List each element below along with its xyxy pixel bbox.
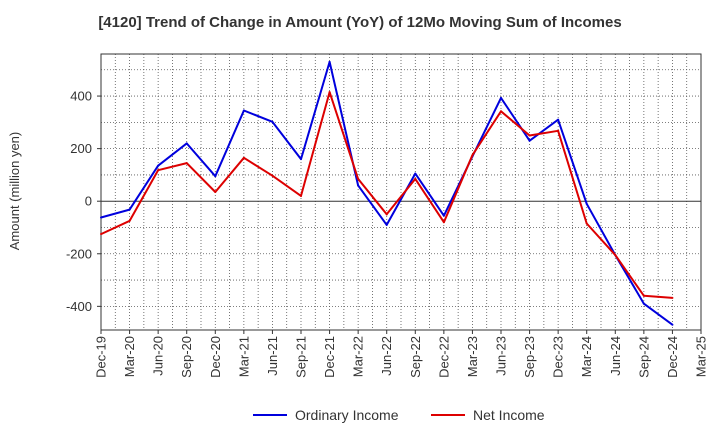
data-point bbox=[128, 208, 131, 211]
data-point bbox=[214, 191, 217, 193]
x-tick-label: Sep-22 bbox=[408, 336, 423, 378]
x-tick-label: Dec-23 bbox=[551, 336, 566, 378]
x-tick-label: Sep-21 bbox=[294, 336, 309, 378]
data-point bbox=[500, 110, 502, 113]
x-tick-label: Dec-21 bbox=[322, 336, 337, 378]
y-tick-label: 200 bbox=[70, 141, 92, 156]
data-point bbox=[414, 172, 417, 175]
data-point bbox=[414, 177, 417, 180]
data-point bbox=[271, 174, 274, 177]
x-tick-label: Mar-20 bbox=[122, 336, 137, 377]
data-point bbox=[385, 213, 388, 216]
data-point bbox=[357, 177, 360, 180]
y-tick-label: 400 bbox=[70, 89, 92, 104]
x-tick-label: Mar-23 bbox=[465, 336, 480, 377]
y-axis-label: Amount (million yen) bbox=[7, 132, 22, 251]
data-point bbox=[471, 154, 474, 157]
data-point bbox=[128, 219, 131, 222]
legend: Ordinary Income Net Income bbox=[253, 407, 545, 423]
data-point bbox=[442, 214, 445, 217]
legend-label: Ordinary Income bbox=[295, 407, 399, 423]
y-tick-label: 0 bbox=[85, 194, 92, 209]
y-tick-label: -200 bbox=[66, 246, 92, 261]
y-tick-label: -400 bbox=[66, 299, 92, 314]
data-point bbox=[500, 96, 502, 99]
data-point bbox=[557, 118, 560, 121]
data-point bbox=[157, 164, 160, 167]
x-tick-label: Jun-22 bbox=[379, 336, 394, 376]
x-tick-label: Sep-23 bbox=[522, 336, 537, 378]
data-point bbox=[671, 296, 674, 299]
x-tick-label: Jun-23 bbox=[494, 336, 509, 376]
data-point bbox=[528, 139, 531, 142]
data-point bbox=[242, 109, 245, 112]
data-point bbox=[614, 254, 617, 257]
data-point bbox=[300, 194, 302, 197]
x-tick-label: Jun-20 bbox=[151, 336, 166, 376]
x-tick-label: Dec-19 bbox=[94, 336, 109, 378]
x-tick-label: Mar-21 bbox=[236, 336, 251, 377]
tick-labels: -400 -200 0 200 400 Dec-19 Mar-20 Jun-20 Sep-20 D… bbox=[66, 89, 709, 378]
data-point bbox=[328, 91, 331, 94]
data-point bbox=[300, 158, 302, 161]
x-tick-label: Jun-21 bbox=[265, 336, 280, 376]
x-tick-label: Dec-22 bbox=[436, 336, 451, 378]
data-point bbox=[242, 156, 245, 159]
x-tick-label: Mar-24 bbox=[579, 336, 594, 377]
data-point bbox=[528, 134, 531, 137]
data-point bbox=[557, 129, 560, 132]
data-point bbox=[157, 169, 160, 172]
x-tick-label: Mar-22 bbox=[351, 336, 366, 377]
data-point bbox=[385, 223, 388, 226]
data-point bbox=[642, 302, 645, 305]
x-tick-label: Mar-25 bbox=[694, 336, 709, 377]
x-tick-label: Sep-20 bbox=[179, 336, 194, 378]
data-point bbox=[585, 202, 588, 205]
plot-frame bbox=[100, 53, 702, 331]
series-lines bbox=[100, 60, 674, 326]
data-point bbox=[100, 216, 102, 219]
data-point bbox=[585, 222, 588, 225]
gridlines bbox=[100, 54, 702, 330]
data-point bbox=[357, 184, 360, 187]
data-point bbox=[442, 221, 445, 224]
chart-title: [4120] Trend of Change in Amount (YoY) o… bbox=[98, 14, 622, 31]
x-tick-label: Dec-24 bbox=[665, 336, 680, 378]
x-tick-label: Jun-24 bbox=[608, 336, 623, 376]
data-point bbox=[271, 120, 274, 123]
legend-label: Net Income bbox=[473, 407, 545, 423]
data-point bbox=[328, 60, 331, 63]
x-tick-label: Sep-24 bbox=[636, 336, 651, 378]
data-point bbox=[214, 175, 217, 178]
data-point bbox=[100, 233, 102, 236]
x-tick-label: Dec-20 bbox=[208, 336, 223, 378]
data-point bbox=[185, 162, 188, 165]
data-point bbox=[185, 142, 188, 145]
data-point bbox=[642, 294, 645, 297]
data-point bbox=[671, 323, 674, 326]
